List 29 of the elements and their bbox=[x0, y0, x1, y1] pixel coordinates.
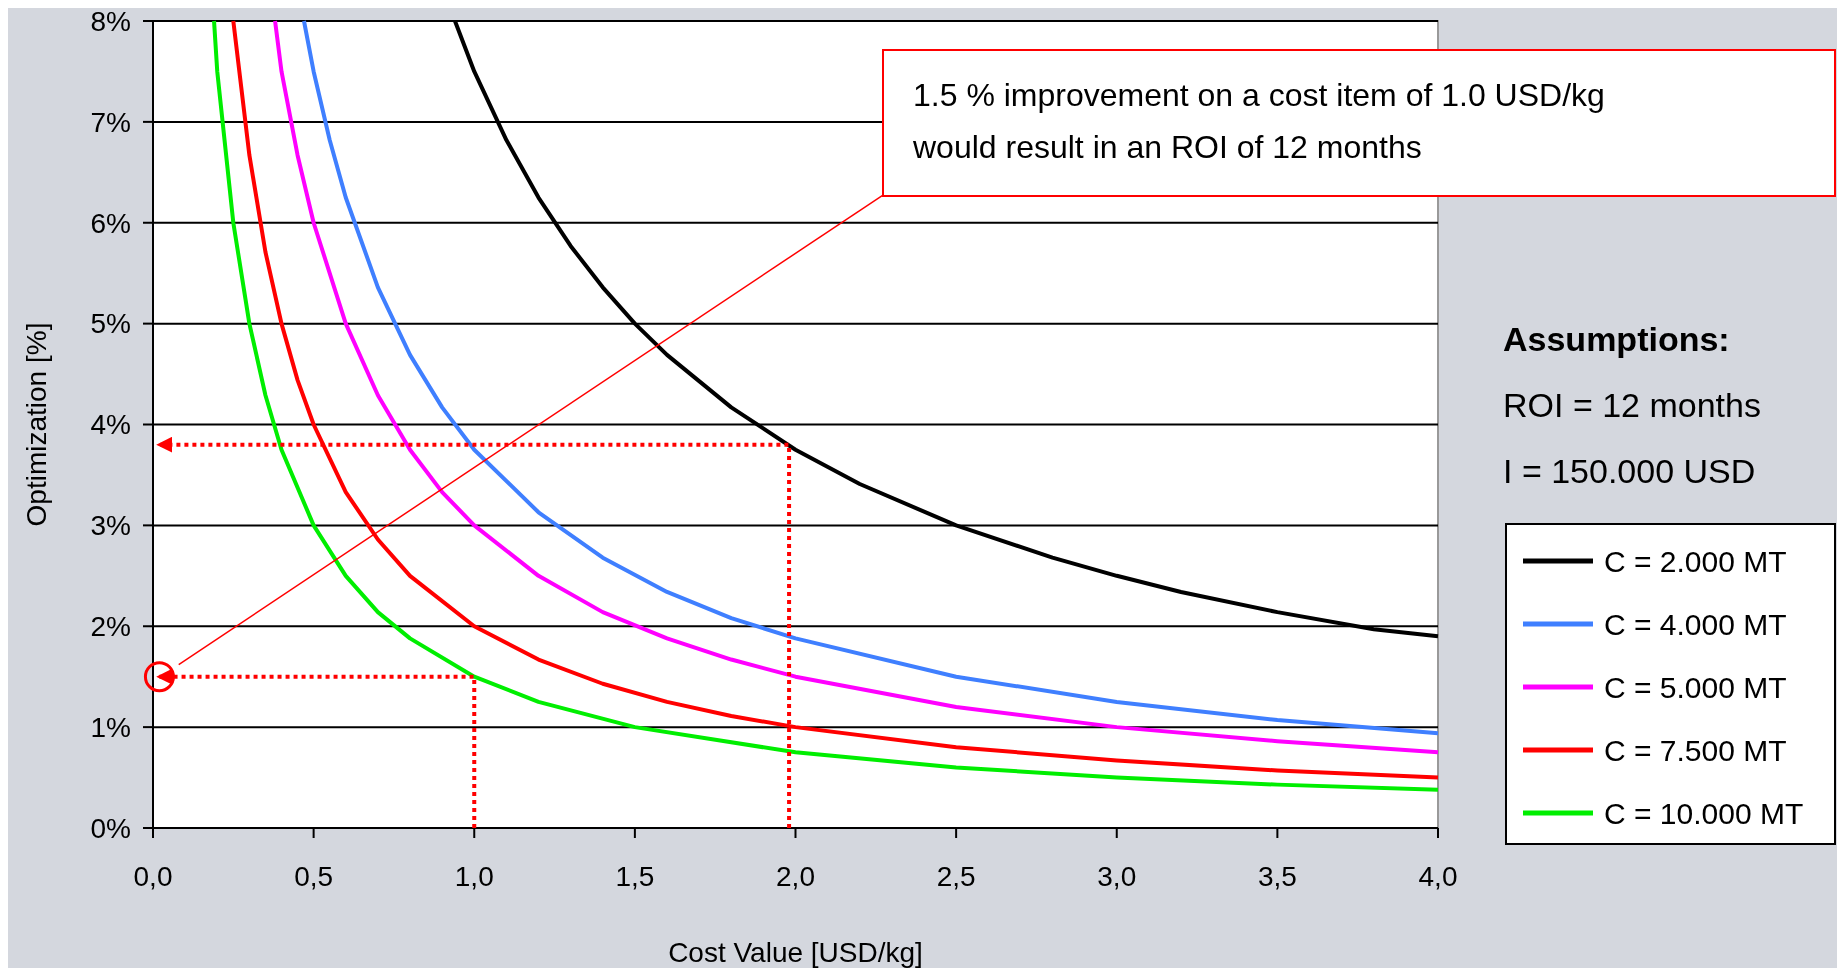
y-tick-label: 7% bbox=[90, 106, 131, 138]
x-tick-label: 0,0 bbox=[133, 861, 173, 892]
x-tick-label: 2,0 bbox=[776, 861, 815, 892]
x-tick-label: 1,0 bbox=[454, 861, 494, 892]
y-tick-label: 1% bbox=[90, 711, 131, 743]
text: Assumptions: bbox=[1503, 320, 1730, 358]
y-tick-label: 2% bbox=[90, 611, 131, 643]
legend-label: C = 2.000 MT bbox=[1604, 544, 1787, 578]
y-tick-label: 8% bbox=[90, 5, 131, 37]
x-tick-label: 1,5 bbox=[615, 861, 655, 892]
y-tick-label: 3% bbox=[90, 510, 131, 542]
x-tick-label: 3,5 bbox=[1257, 861, 1297, 892]
x-tick-label: 2,5 bbox=[936, 861, 976, 892]
x-tick-label: 4,0 bbox=[1418, 861, 1458, 892]
y-tick-label: 5% bbox=[90, 308, 131, 340]
y-axis-title: Optimization [%] bbox=[21, 322, 52, 527]
legend-label: C = 7.500 MT bbox=[1604, 733, 1787, 767]
y-tick-label: 4% bbox=[90, 409, 131, 441]
text: I = 150.000 USD bbox=[1503, 452, 1756, 490]
y-tick-label: 6% bbox=[90, 207, 131, 239]
legend-label: C = 5.000 MT bbox=[1604, 670, 1787, 704]
annotation: 1.5 % improvement on a cost item of 1.0 USD/kg would result in an ROI of 12 months bbox=[912, 77, 1605, 165]
text: ROI = 12 months bbox=[1503, 386, 1761, 424]
x-tick-label: 0,5 bbox=[294, 861, 334, 892]
y-tick-label: 0% bbox=[90, 812, 131, 844]
legend-label: C = 4.000 MT bbox=[1604, 607, 1787, 641]
x-tick-label: 3,0 bbox=[1097, 861, 1137, 892]
legend-label: C = 10.000 MT bbox=[1604, 796, 1804, 830]
x-axis-title: Cost Value [USD/kg] bbox=[668, 937, 923, 968]
